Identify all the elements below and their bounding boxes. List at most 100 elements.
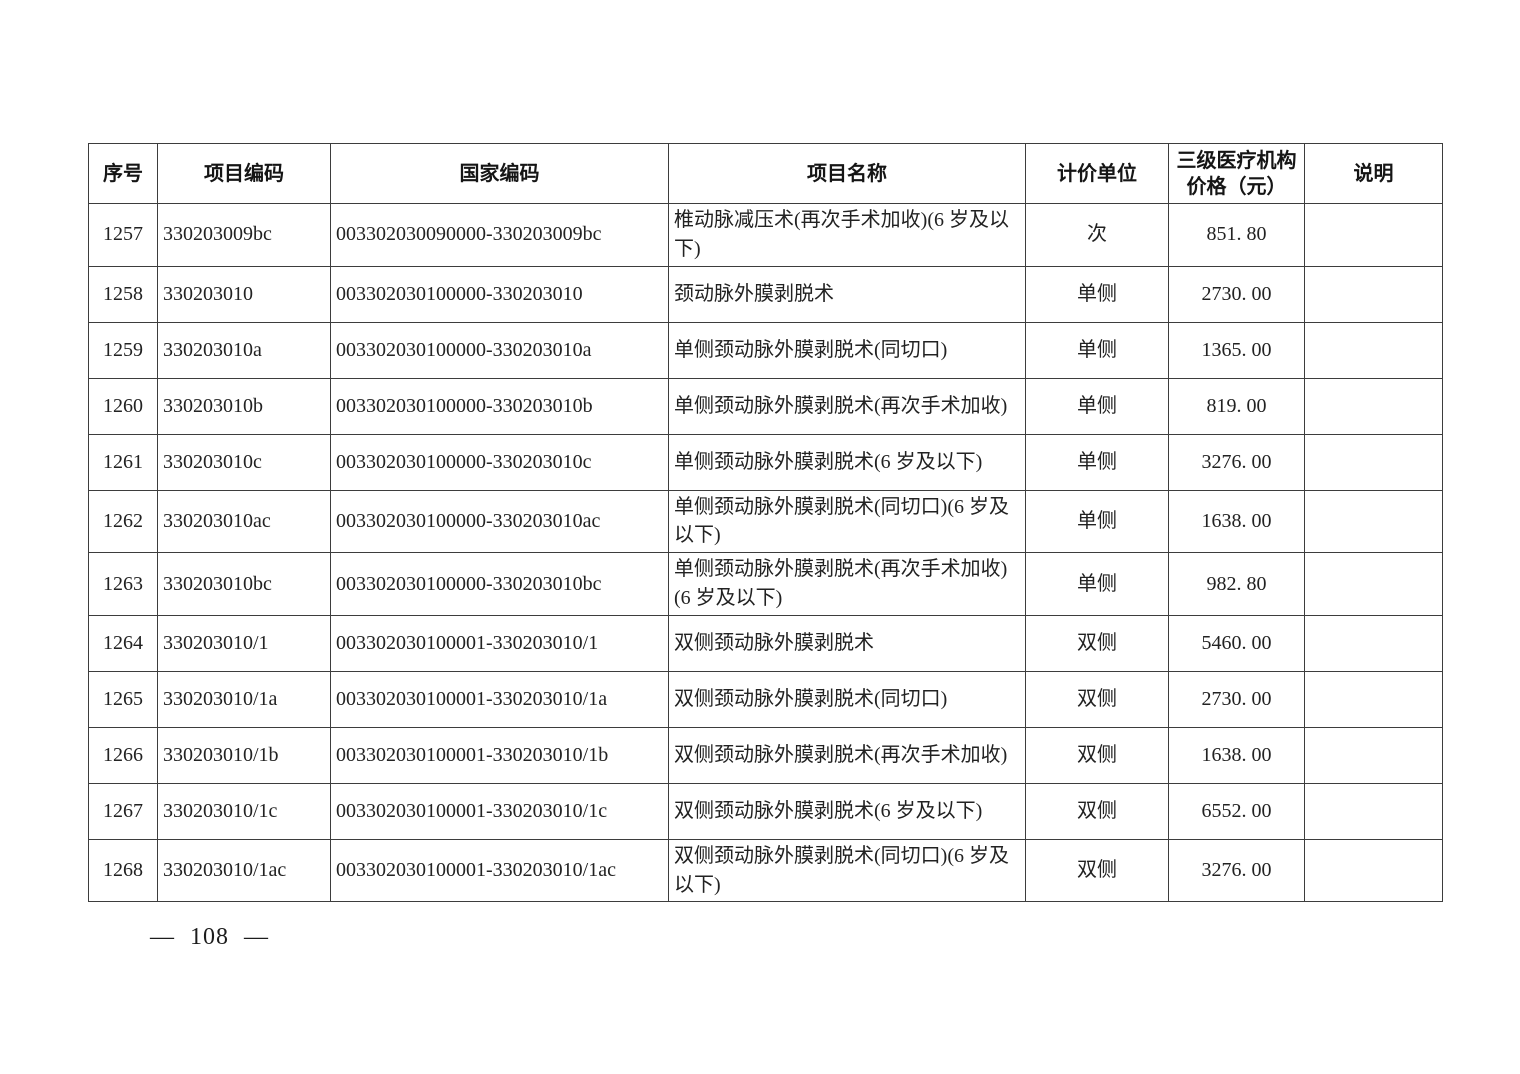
table-row: 1257 330203009bc 003302030090000-3302030…: [88, 203, 1443, 267]
col-header-name: 项目名称: [668, 143, 1026, 204]
table-row: 1258 330203010 003302030100000-330203010…: [88, 265, 1443, 323]
cell-price: 2730. 00: [1168, 670, 1305, 728]
cell-national-code: 003302030100000-330203010: [330, 265, 669, 323]
table-row: 1266 330203010/1b 003302030100001-330203…: [88, 726, 1443, 784]
price-table-body: 1257 330203009bc 003302030090000-3302030…: [88, 203, 1443, 903]
table-row: 1267 330203010/1c 003302030100001-330203…: [88, 782, 1443, 840]
cell-price: 5460. 00: [1168, 614, 1305, 672]
cell-national-code: 003302030100000-330203010b: [330, 377, 669, 435]
cell-price: 6552. 00: [1168, 782, 1305, 840]
cell-seq: 1266: [88, 726, 158, 784]
cell-name: 单侧颈动脉外膜剥脱术(同切口)(6 岁及以下): [668, 489, 1026, 554]
cell-name: 单侧颈动脉外膜剥脱术(再次手术加收): [668, 377, 1026, 435]
cell-national-code: 003302030100000-330203010bc: [330, 552, 669, 616]
cell-note: [1304, 265, 1443, 323]
cell-unit: 单侧: [1025, 377, 1169, 435]
page-number: — 108 —: [150, 924, 269, 950]
cell-national-code: 003302030090000-330203009bc: [330, 203, 669, 267]
cell-item-code: 330203009bc: [157, 203, 331, 267]
cell-name: 双侧颈动脉外膜剥脱术(再次手术加收): [668, 726, 1026, 784]
table-row: 1263 330203010bc 003302030100000-3302030…: [88, 552, 1443, 616]
price-table-header: 序号 项目编码 国家编码 项目名称 计价单位 三级医疗机构价格（元） 说明: [88, 143, 1443, 204]
cell-unit: 双侧: [1025, 670, 1169, 728]
cell-price: 3276. 00: [1168, 433, 1305, 491]
cell-unit: 单侧: [1025, 489, 1169, 554]
cell-unit: 双侧: [1025, 614, 1169, 672]
cell-name: 单侧颈动脉外膜剥脱术(同切口): [668, 321, 1026, 379]
cell-note: [1304, 726, 1443, 784]
cell-note: [1304, 321, 1443, 379]
cell-note: [1304, 838, 1443, 903]
table-row: 1261 330203010c 003302030100000-33020301…: [88, 433, 1443, 491]
cell-seq: 1260: [88, 377, 158, 435]
cell-name: 颈动脉外膜剥脱术: [668, 265, 1026, 323]
cell-price: 1638. 00: [1168, 489, 1305, 554]
cell-national-code: 003302030100001-330203010/1b: [330, 726, 669, 784]
cell-name: 双侧颈动脉外膜剥脱术(同切口)(6 岁及以下): [668, 838, 1026, 903]
table-row: 1260 330203010b 003302030100000-33020301…: [88, 377, 1443, 435]
cell-item-code: 330203010bc: [157, 552, 331, 616]
cell-seq: 1261: [88, 433, 158, 491]
cell-seq: 1265: [88, 670, 158, 728]
price-table: 序号 项目编码 国家编码 项目名称 计价单位 三级医疗机构价格（元） 说明 12…: [88, 143, 1443, 903]
col-header-price: 三级医疗机构价格（元）: [1168, 143, 1305, 204]
cell-note: [1304, 670, 1443, 728]
cell-name: 单侧颈动脉外膜剥脱术(再次手术加收)(6 岁及以下): [668, 552, 1026, 616]
header-row: 序号 项目编码 国家编码 项目名称 计价单位 三级医疗机构价格（元） 说明: [88, 143, 1443, 204]
cell-unit: 单侧: [1025, 552, 1169, 616]
cell-item-code: 330203010/1ac: [157, 838, 331, 903]
cell-seq: 1267: [88, 782, 158, 840]
cell-unit: 次: [1025, 203, 1169, 267]
cell-note: [1304, 782, 1443, 840]
cell-item-code: 330203010c: [157, 433, 331, 491]
cell-name: 单侧颈动脉外膜剥脱术(6 岁及以下): [668, 433, 1026, 491]
cell-national-code: 003302030100001-330203010/1ac: [330, 838, 669, 903]
cell-seq: 1263: [88, 552, 158, 616]
cell-price: 982. 80: [1168, 552, 1305, 616]
col-header-unit: 计价单位: [1025, 143, 1169, 204]
cell-unit: 双侧: [1025, 782, 1169, 840]
cell-name: 双侧颈动脉外膜剥脱术(6 岁及以下): [668, 782, 1026, 840]
table-row: 1264 330203010/1 003302030100001-3302030…: [88, 614, 1443, 672]
cell-unit: 双侧: [1025, 838, 1169, 903]
cell-price: 1365. 00: [1168, 321, 1305, 379]
cell-item-code: 330203010ac: [157, 489, 331, 554]
cell-item-code: 330203010a: [157, 321, 331, 379]
cell-item-code: 330203010/1b: [157, 726, 331, 784]
cell-item-code: 330203010/1a: [157, 670, 331, 728]
cell-name: 双侧颈动脉外膜剥脱术(同切口): [668, 670, 1026, 728]
cell-seq: 1268: [88, 838, 158, 903]
cell-name: 双侧颈动脉外膜剥脱术: [668, 614, 1026, 672]
cell-price: 3276. 00: [1168, 838, 1305, 903]
cell-note: [1304, 203, 1443, 267]
cell-seq: 1264: [88, 614, 158, 672]
cell-note: [1304, 489, 1443, 554]
cell-item-code: 330203010: [157, 265, 331, 323]
cell-price: 1638. 00: [1168, 726, 1305, 784]
table-row: 1265 330203010/1a 003302030100001-330203…: [88, 670, 1443, 728]
cell-national-code: 003302030100001-330203010/1a: [330, 670, 669, 728]
table-row: 1259 330203010a 003302030100000-33020301…: [88, 321, 1443, 379]
cell-unit: 双侧: [1025, 726, 1169, 784]
cell-note: [1304, 433, 1443, 491]
cell-item-code: 330203010b: [157, 377, 331, 435]
table-row: 1268 330203010/1ac 003302030100001-33020…: [88, 838, 1443, 903]
cell-note: [1304, 377, 1443, 435]
table-row: 1262 330203010ac 003302030100000-3302030…: [88, 489, 1443, 554]
cell-item-code: 330203010/1: [157, 614, 331, 672]
cell-seq: 1258: [88, 265, 158, 323]
cell-national-code: 003302030100001-330203010/1c: [330, 782, 669, 840]
col-header-seq: 序号: [88, 143, 158, 204]
col-header-national-code: 国家编码: [330, 143, 669, 204]
cell-unit: 单侧: [1025, 433, 1169, 491]
col-header-item-code: 项目编码: [157, 143, 331, 204]
cell-price: 851. 80: [1168, 203, 1305, 267]
cell-national-code: 003302030100000-330203010c: [330, 433, 669, 491]
cell-note: [1304, 552, 1443, 616]
cell-seq: 1262: [88, 489, 158, 554]
cell-price: 2730. 00: [1168, 265, 1305, 323]
cell-price: 819. 00: [1168, 377, 1305, 435]
cell-seq: 1259: [88, 321, 158, 379]
cell-note: [1304, 614, 1443, 672]
cell-seq: 1257: [88, 203, 158, 267]
